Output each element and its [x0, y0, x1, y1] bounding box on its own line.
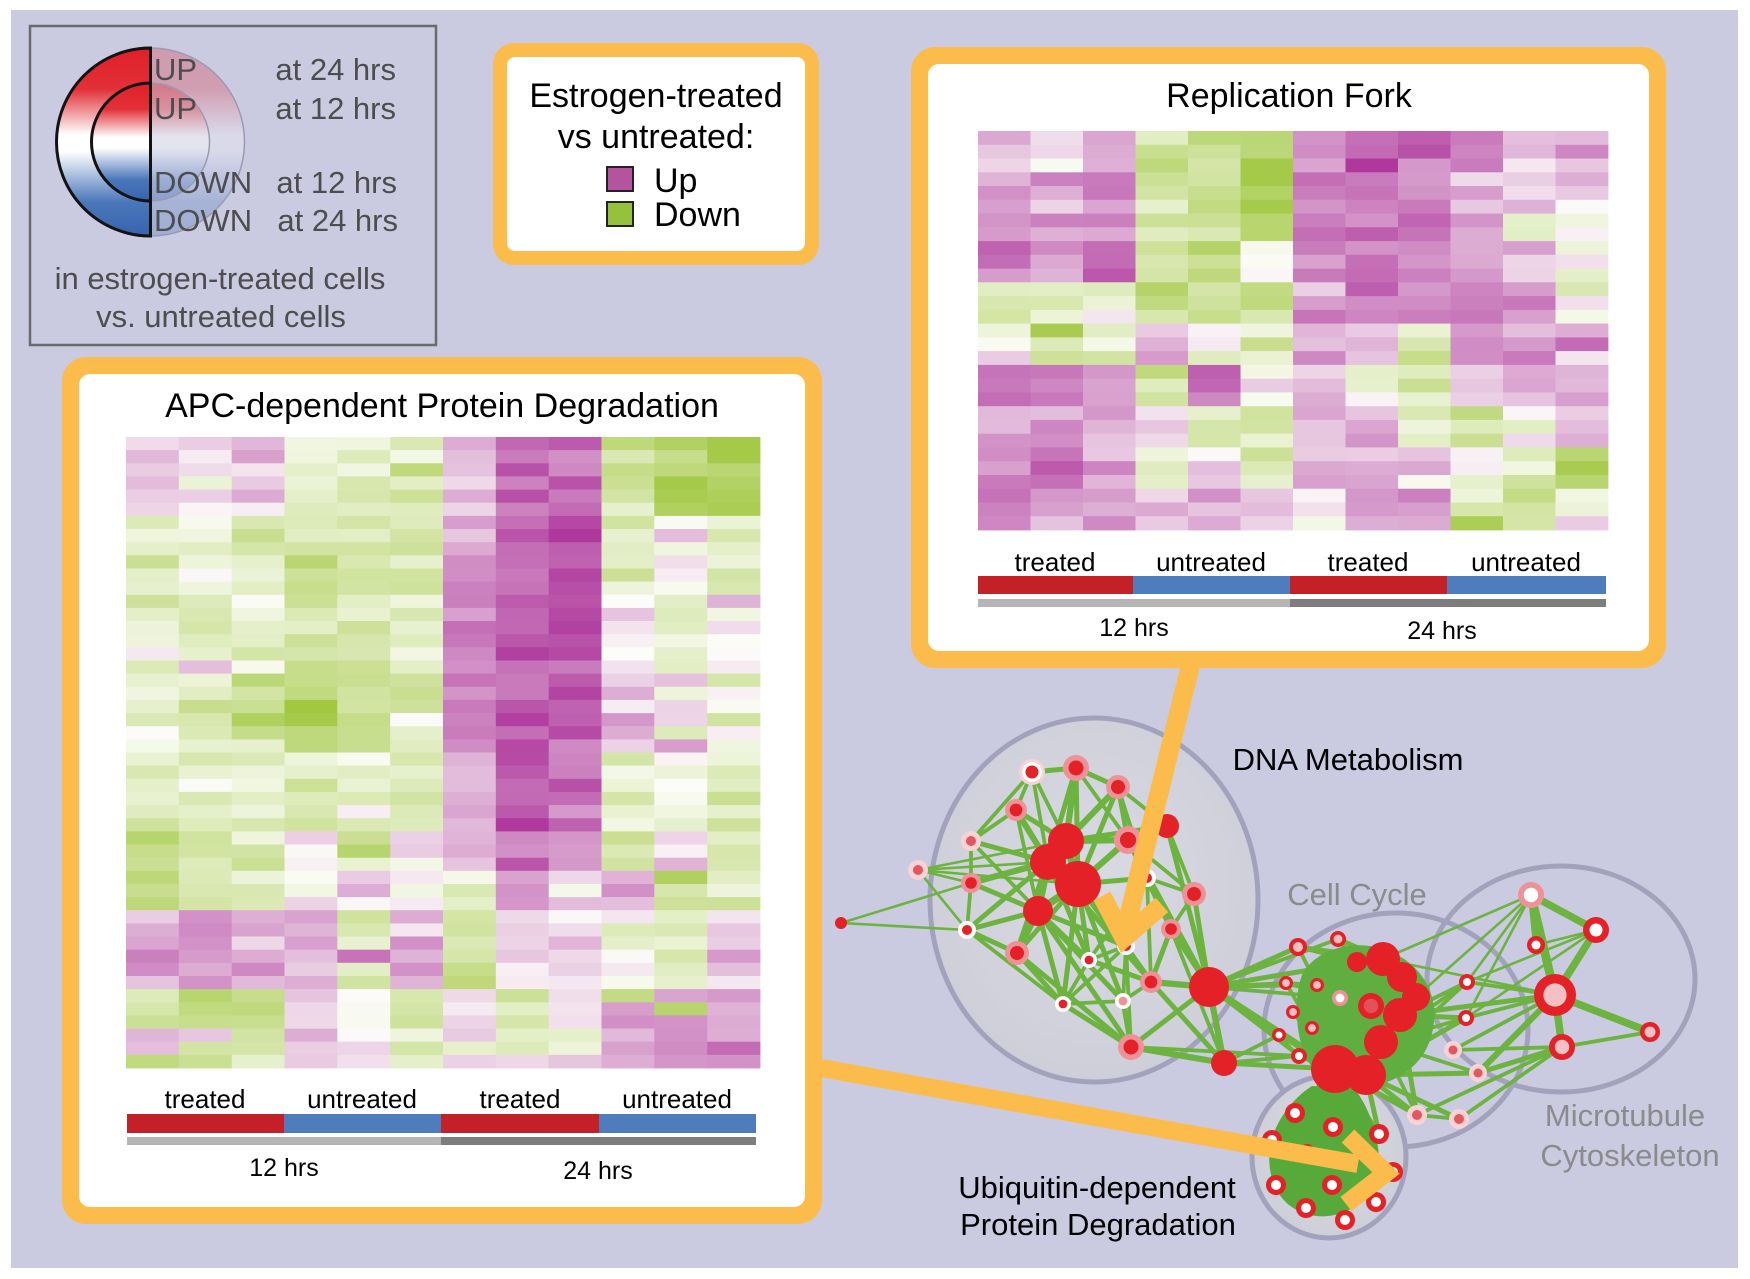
svg-text:untreated: untreated	[307, 1084, 417, 1114]
svg-text:treated: treated	[1015, 547, 1096, 577]
svg-text:treated: treated	[480, 1084, 561, 1114]
svg-text:12 hrs: 12 hrs	[1099, 614, 1168, 642]
svg-text:12 hrs: 12 hrs	[249, 1154, 318, 1182]
svg-text:Cytoskeleton: Cytoskeleton	[1540, 1138, 1719, 1173]
svg-text:Down: Down	[654, 196, 741, 234]
svg-text:DOWN: DOWN	[154, 165, 252, 200]
svg-text:Protein Degradation: Protein Degradation	[960, 1207, 1236, 1242]
svg-text:Replication Fork: Replication Fork	[1166, 77, 1413, 115]
svg-text:untreated: untreated	[1156, 547, 1266, 577]
svg-text:UP: UP	[154, 91, 197, 126]
svg-text:at 12 hrs: at 12 hrs	[275, 91, 396, 126]
svg-text:treated: treated	[165, 1084, 246, 1114]
svg-text:treated: treated	[1328, 547, 1409, 577]
svg-text:Estrogen-treated: Estrogen-treated	[529, 77, 782, 115]
svg-text:UP: UP	[154, 52, 197, 87]
svg-text:DOWN: DOWN	[154, 203, 252, 238]
svg-text:APC-dependent Protein Degradat: APC-dependent Protein Degradation	[165, 387, 719, 425]
svg-text:at 12 hrs: at 12 hrs	[276, 165, 397, 200]
svg-text:untreated: untreated	[622, 1084, 732, 1114]
svg-text:in estrogen-treated cells: in estrogen-treated cells	[55, 261, 386, 296]
svg-text:Up: Up	[654, 162, 697, 200]
svg-text:at 24 hrs: at 24 hrs	[275, 52, 396, 87]
svg-text:untreated: untreated	[1471, 547, 1581, 577]
svg-text:Microtubule: Microtubule	[1545, 1098, 1705, 1133]
svg-text:24 hrs: 24 hrs	[1407, 617, 1476, 645]
svg-text:vs. untreated cells: vs. untreated cells	[96, 299, 346, 334]
svg-text:Cell Cycle: Cell Cycle	[1287, 877, 1427, 912]
svg-text:DNA Metabolism: DNA Metabolism	[1233, 742, 1464, 777]
svg-text:at 24 hrs: at 24 hrs	[277, 203, 398, 238]
svg-text:Ubiquitin-dependent: Ubiquitin-dependent	[958, 1170, 1236, 1205]
svg-text:vs untreated:: vs untreated:	[558, 118, 755, 156]
svg-text:24 hrs: 24 hrs	[563, 1157, 632, 1185]
